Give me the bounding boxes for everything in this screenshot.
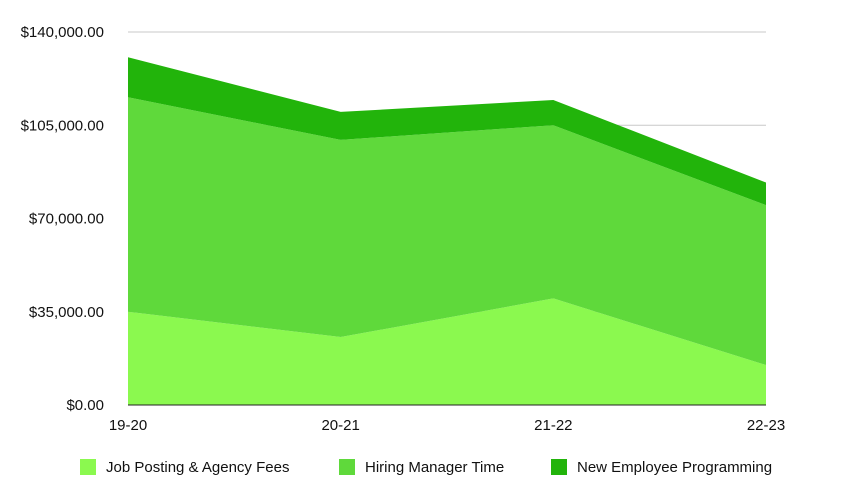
area-job-posting-agency-fees [128,298,766,405]
y-tick-label: $105,000.00 [21,117,104,134]
axes: $0.00 $35,000.00 $70,000.00 $105,000.00 $140… [21,24,786,434]
legend-swatch [339,459,355,475]
y-tick-label: $70,000.00 [29,211,104,228]
x-tick-label: 19-20 [109,417,147,434]
legend-swatch [551,459,567,475]
legend-swatch [80,459,96,475]
area-hiring-manager-time [128,97,766,366]
legend: Job Posting & Agency Fees Hiring Manager … [80,459,772,476]
area-new-employee-programming [128,57,766,206]
x-tick-label: 22-23 [747,417,785,434]
y-tick-label: $0.00 [66,397,104,414]
x-tick-label: 21-22 [534,417,572,434]
y-tick-label: $35,000.00 [29,304,104,321]
y-tick-label: $140,000.00 [21,24,104,41]
area-series-group [128,57,766,405]
legend-label: New Employee Programming [577,459,772,476]
legend-label: Job Posting & Agency Fees [106,459,289,476]
x-tick-label: 20-21 [321,417,359,434]
legend-label: Hiring Manager Time [365,459,504,476]
